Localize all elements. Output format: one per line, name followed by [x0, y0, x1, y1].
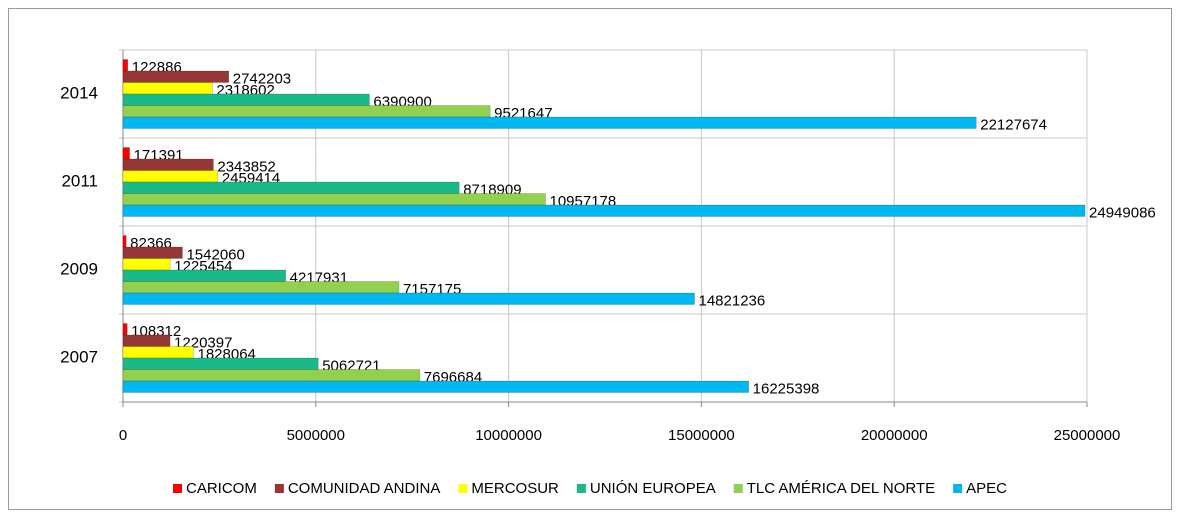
x-tick-label: 15000000: [668, 427, 735, 444]
legend-label: UNIÓN EUROPEA: [590, 480, 716, 497]
bar: [122, 170, 219, 183]
bar: [122, 269, 286, 282]
bar: [122, 235, 127, 248]
x-tick-label: 0: [119, 427, 127, 444]
bar: [122, 369, 421, 382]
bar: [122, 357, 319, 370]
bar: [122, 292, 695, 305]
bar: [122, 258, 171, 271]
legend-label: MERCOSUR: [471, 480, 559, 497]
value-label: 2742203: [233, 71, 291, 88]
value-label: 22127674: [980, 117, 1047, 134]
bar: [122, 158, 214, 171]
legend-label: TLC AMÉRICA DEL NORTE: [747, 480, 935, 497]
legend-swatch: [274, 484, 284, 493]
legend-swatch: [173, 484, 183, 493]
value-label: 1542060: [186, 247, 244, 264]
legend-label: CARICOM: [186, 480, 257, 497]
y-tick-label: 2009: [60, 259, 98, 278]
x-tick-label: 5000000: [287, 427, 345, 444]
legend-swatch: [458, 484, 468, 493]
legend-label: COMUNIDAD ANDINA: [288, 480, 441, 497]
bar: [122, 59, 129, 72]
legend-label: APEC: [966, 480, 1007, 497]
bar: [122, 116, 977, 129]
bar: [122, 147, 130, 160]
bar: [122, 334, 171, 347]
bar: [122, 93, 370, 106]
bar: [122, 246, 183, 259]
bar: [122, 105, 491, 118]
y-tick-label: 2014: [60, 83, 98, 102]
x-tick-label: 10000000: [475, 427, 542, 444]
bar: [122, 346, 194, 359]
legend-swatch: [576, 484, 586, 493]
bar: [122, 281, 400, 294]
value-label: 16225398: [753, 381, 820, 398]
bar: [122, 193, 546, 206]
y-tick-label: 2007: [60, 347, 98, 366]
y-tick-label: 2011: [61, 171, 98, 190]
x-tick-label: 25000000: [1054, 427, 1121, 444]
bar: [122, 181, 460, 194]
bar: [122, 204, 1086, 217]
bar: [122, 70, 230, 83]
bar: [122, 380, 749, 393]
legend-swatch: [733, 484, 743, 493]
legend-swatch: [953, 484, 963, 493]
bar: [122, 82, 213, 95]
value-label: 2343852: [217, 159, 275, 176]
bar: [122, 323, 128, 336]
value-label: 14821236: [699, 293, 766, 310]
value-label: 24949086: [1089, 205, 1156, 222]
x-tick-label: 20000000: [861, 427, 928, 444]
